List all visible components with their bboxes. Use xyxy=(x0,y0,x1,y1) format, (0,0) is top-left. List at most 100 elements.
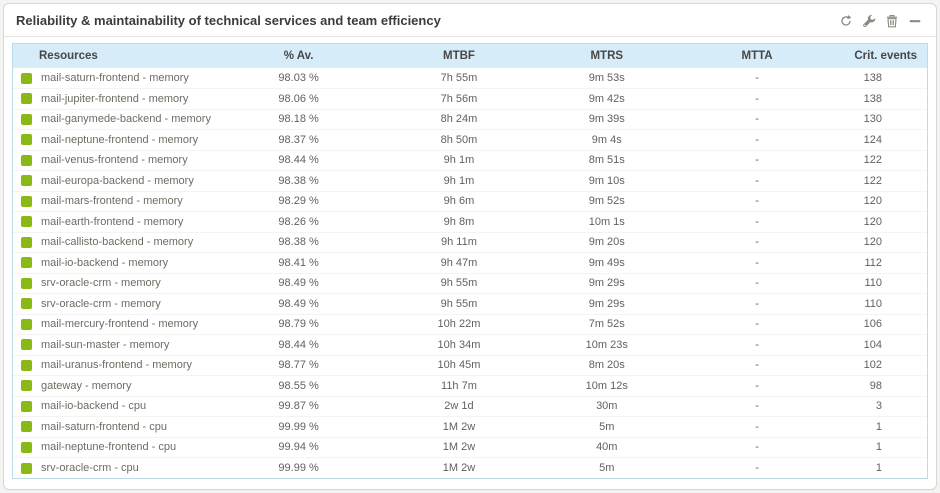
resource-name[interactable]: srv-oracle-crm - cpu xyxy=(41,462,139,474)
resource-name[interactable]: mail-ganymede-backend - memory xyxy=(41,113,211,126)
mtta-value: - xyxy=(674,190,840,212)
status-ok-icon xyxy=(21,462,32,474)
resource-name[interactable]: mail-neptune-frontend - memory xyxy=(41,133,199,146)
resource-name[interactable]: mail-mercury-frontend - memory xyxy=(41,318,199,331)
resource-name[interactable]: mail-neptune-frontend - cpu xyxy=(41,441,177,454)
crit-events-value: 138 xyxy=(839,88,927,109)
mtta-value: - xyxy=(674,170,840,191)
availability-value: 99.99 % xyxy=(218,416,379,437)
resource-name[interactable]: mail-callisto-backend - memory xyxy=(41,236,194,249)
resource-name[interactable]: mail-sun-master - memory xyxy=(41,338,170,351)
refresh-icon[interactable] xyxy=(839,14,853,28)
mtrs-value: 5m xyxy=(539,457,675,478)
table-row[interactable]: srv-oracle-crm - memory 98.49 % 9h 55m 9… xyxy=(13,272,927,294)
resource-name[interactable]: mail-io-backend - memory xyxy=(41,256,169,269)
table-row[interactable]: mail-io-backend - memory 98.41 % 9h 47m … xyxy=(13,252,927,273)
availability-value: 98.49 % xyxy=(218,272,379,294)
resource-name[interactable]: mail-io-backend - cpu xyxy=(41,400,147,413)
crit-events-value: 98 xyxy=(839,375,927,396)
table-row[interactable]: mail-ganymede-backend - memory 98.18 % 8… xyxy=(13,108,927,130)
table-row[interactable]: srv-oracle-crm - cpu 99.99 % 1M 2w 5m - … xyxy=(13,457,927,478)
mtrs-value: 9m 10s xyxy=(539,170,675,191)
mtrs-value: 8m 51s xyxy=(539,149,675,171)
status-ok-icon xyxy=(21,216,32,228)
mtrs-value: 30m xyxy=(539,395,675,417)
mtbf-value: 9h 8m xyxy=(378,211,540,232)
table-row[interactable]: mail-mars-frontend - memory 98.29 % 9h 6… xyxy=(13,190,927,212)
column-header-mtbf[interactable]: MTBF xyxy=(442,50,475,62)
wrench-icon[interactable] xyxy=(862,14,876,28)
mtbf-value: 9h 11m xyxy=(378,231,540,253)
mtbf-value: 10h 45m xyxy=(378,354,540,376)
table-row[interactable]: mail-io-backend - cpu 99.87 % 2w 1d 30m … xyxy=(13,395,927,417)
mtrs-value: 9m 52s xyxy=(539,190,675,212)
mtrs-value: 10m 12s xyxy=(539,375,675,396)
table-row[interactable]: mail-neptune-frontend - memory 98.37 % 8… xyxy=(13,129,927,150)
trash-icon[interactable] xyxy=(885,14,899,28)
mtta-value: - xyxy=(674,354,840,376)
crit-events-value: 104 xyxy=(839,334,927,355)
column-header-availability[interactable]: % Av. xyxy=(283,50,314,62)
mtrs-value: 40m xyxy=(539,436,675,458)
mtrs-value: 9m 4s xyxy=(539,129,675,150)
crit-events-value: 130 xyxy=(839,108,927,130)
resource-name[interactable]: mail-uranus-frontend - memory xyxy=(41,359,192,372)
table-row[interactable]: mail-europa-backend - memory 98.38 % 9h … xyxy=(13,170,927,191)
crit-events-value: 3 xyxy=(839,395,927,417)
mtrs-value: 7m 52s xyxy=(539,313,675,335)
resource-name[interactable]: srv-oracle-crm - memory xyxy=(41,277,161,290)
table-row[interactable]: gateway - memory 98.55 % 11h 7m 10m 12s … xyxy=(13,375,927,396)
table-row[interactable]: mail-sun-master - memory 98.44 % 10h 34m… xyxy=(13,334,927,355)
mtrs-value: 9m 42s xyxy=(539,88,675,109)
widget-title: Reliability & maintainability of technic… xyxy=(16,13,441,28)
table-row[interactable]: srv-oracle-crm - memory 98.49 % 9h 55m 9… xyxy=(13,293,927,314)
resource-name[interactable]: gateway - memory xyxy=(41,379,132,392)
status-ok-icon xyxy=(21,298,32,310)
availability-value: 98.41 % xyxy=(218,252,379,273)
table-header-row: Resources % Av. MTBF MTRS MTTA Crit. eve… xyxy=(13,44,927,68)
availability-value: 98.18 % xyxy=(218,108,379,130)
availability-value: 98.38 % xyxy=(218,170,379,191)
column-header-crit-events[interactable]: Crit. events xyxy=(854,50,917,62)
crit-events-value: 124 xyxy=(839,129,927,150)
mtbf-value: 1M 2w xyxy=(378,436,540,458)
crit-events-value: 1 xyxy=(839,416,927,437)
column-header-mtta[interactable]: MTTA xyxy=(741,50,773,62)
status-ok-icon xyxy=(21,175,32,187)
widget-toolbar xyxy=(839,14,924,28)
resource-name[interactable]: srv-oracle-crm - memory xyxy=(41,297,161,310)
column-header-mtrs[interactable]: MTRS xyxy=(590,50,624,62)
table-row[interactable]: mail-mercury-frontend - memory 98.79 % 1… xyxy=(13,313,927,335)
minimize-icon[interactable] xyxy=(908,14,922,28)
resource-name[interactable]: mail-jupiter-frontend - memory xyxy=(41,92,189,105)
crit-events-value: 120 xyxy=(839,190,927,212)
table-row[interactable]: mail-earth-frontend - memory 98.26 % 9h … xyxy=(13,211,927,232)
resource-name[interactable]: mail-europa-backend - memory xyxy=(41,174,194,187)
table-row[interactable]: mail-saturn-frontend - cpu 99.99 % 1M 2w… xyxy=(13,416,927,437)
availability-value: 98.38 % xyxy=(218,231,379,253)
mtbf-value: 9h 1m xyxy=(378,170,540,191)
table-row[interactable]: mail-neptune-frontend - cpu 99.94 % 1M 2… xyxy=(13,436,927,458)
table-row[interactable]: mail-saturn-frontend - memory 98.03 % 7h… xyxy=(13,68,927,89)
table-row[interactable]: mail-venus-frontend - memory 98.44 % 9h … xyxy=(13,149,927,171)
availability-value: 98.55 % xyxy=(218,375,379,396)
availability-value: 99.94 % xyxy=(218,436,379,458)
table-row[interactable]: mail-callisto-backend - memory 98.38 % 9… xyxy=(13,231,927,253)
mtta-value: - xyxy=(674,272,840,294)
resource-name[interactable]: mail-venus-frontend - memory xyxy=(41,154,188,167)
mtta-value: - xyxy=(674,313,840,335)
resource-name[interactable]: mail-saturn-frontend - cpu xyxy=(41,420,167,433)
mtta-value: - xyxy=(674,231,840,253)
mtbf-value: 11h 7m xyxy=(378,375,540,396)
resource-name[interactable]: mail-mars-frontend - memory xyxy=(41,195,183,208)
table-row[interactable]: mail-jupiter-frontend - memory 98.06 % 7… xyxy=(13,88,927,109)
resource-name[interactable]: mail-earth-frontend - memory xyxy=(41,215,184,228)
status-ok-icon xyxy=(21,441,32,453)
mtta-value: - xyxy=(674,334,840,355)
resource-name[interactable]: mail-saturn-frontend - memory xyxy=(41,72,189,84)
mtta-value: - xyxy=(674,395,840,417)
column-header-resources[interactable]: Resources xyxy=(39,50,98,62)
crit-events-value: 110 xyxy=(839,293,927,314)
mtrs-value: 9m 29s xyxy=(539,272,675,294)
table-row[interactable]: mail-uranus-frontend - memory 98.77 % 10… xyxy=(13,354,927,376)
